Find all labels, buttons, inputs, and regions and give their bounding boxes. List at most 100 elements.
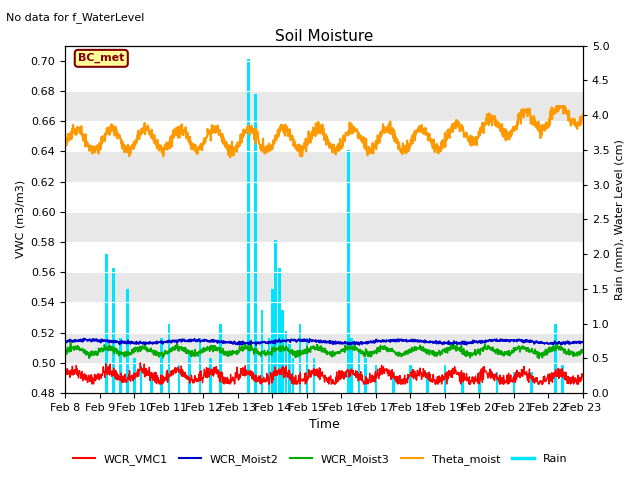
Bar	[279, 268, 281, 393]
Bar	[348, 150, 350, 393]
Bar	[120, 337, 122, 393]
Bar	[350, 337, 353, 393]
Bar	[347, 150, 349, 393]
Bar	[189, 351, 191, 393]
Bar	[392, 372, 394, 393]
Bar	[161, 337, 163, 393]
Bar	[134, 359, 136, 393]
Bar	[106, 254, 108, 393]
Bar	[178, 365, 180, 393]
Bar	[271, 289, 273, 393]
Title: Soil Moisture: Soil Moisture	[275, 29, 373, 44]
Bar	[275, 240, 276, 393]
Bar	[188, 351, 190, 393]
Bar	[530, 372, 532, 393]
Bar	[151, 372, 153, 393]
Bar	[106, 254, 108, 393]
Bar	[365, 359, 367, 393]
Bar	[65, 151, 582, 181]
Bar	[306, 337, 308, 393]
Bar	[427, 372, 429, 393]
Bar	[260, 310, 263, 393]
Bar	[127, 289, 129, 393]
Bar	[178, 365, 180, 393]
Bar	[426, 372, 428, 393]
Bar	[392, 372, 395, 393]
Bar	[444, 365, 446, 393]
Bar	[312, 359, 315, 393]
Bar	[282, 310, 284, 393]
Bar	[513, 372, 515, 393]
Bar	[113, 268, 115, 393]
Bar	[278, 268, 280, 393]
Bar	[555, 324, 557, 393]
Bar	[351, 337, 353, 393]
Bar	[375, 365, 378, 393]
Bar	[278, 268, 280, 393]
Bar	[285, 331, 287, 393]
Bar	[275, 240, 277, 393]
Bar	[248, 60, 250, 393]
Bar	[275, 240, 277, 393]
Bar	[561, 365, 564, 393]
Bar	[444, 365, 446, 393]
Text: No data for f_WaterLevel: No data for f_WaterLevel	[6, 12, 145, 23]
Bar	[410, 365, 412, 393]
Bar	[561, 365, 563, 393]
Bar	[199, 337, 201, 393]
Y-axis label: Rain (mm), Water Level (cm): Rain (mm), Water Level (cm)	[615, 139, 625, 300]
Bar	[554, 324, 556, 393]
Bar	[358, 351, 360, 393]
Text: BC_met: BC_met	[78, 53, 124, 63]
Bar	[348, 150, 349, 393]
Bar	[531, 372, 532, 393]
Legend: WCR_VMC1, WCR_Moist2, WCR_Moist3, Theta_moist, Rain: WCR_VMC1, WCR_Moist2, WCR_Moist3, Theta_…	[68, 450, 572, 469]
Bar	[289, 345, 291, 393]
Bar	[220, 324, 221, 393]
Bar	[65, 212, 582, 242]
Bar	[496, 372, 498, 393]
Bar	[348, 150, 350, 393]
Bar	[247, 60, 250, 393]
Bar	[161, 337, 163, 393]
Bar	[479, 372, 481, 393]
Bar	[133, 359, 135, 393]
Bar	[495, 372, 498, 393]
Bar	[220, 324, 222, 393]
Y-axis label: VWC (m3/m3): VWC (m3/m3)	[15, 180, 25, 258]
Bar	[254, 94, 257, 393]
Bar	[140, 365, 143, 393]
Bar	[292, 359, 294, 393]
Bar	[268, 337, 270, 393]
Bar	[126, 289, 129, 393]
Bar	[478, 372, 481, 393]
Bar	[461, 372, 463, 393]
Bar	[358, 351, 360, 393]
Bar	[271, 289, 274, 393]
Bar	[299, 324, 301, 393]
Bar	[364, 359, 367, 393]
Bar	[254, 94, 256, 393]
Bar	[65, 91, 582, 121]
Bar	[272, 289, 274, 393]
Bar	[292, 359, 294, 393]
Bar	[461, 372, 463, 393]
Bar	[255, 94, 257, 393]
Bar	[247, 60, 249, 393]
Bar	[513, 372, 515, 393]
Bar	[298, 324, 301, 393]
Bar	[375, 365, 377, 393]
Bar	[313, 359, 315, 393]
Bar	[150, 372, 152, 393]
Bar	[410, 365, 412, 393]
Bar	[168, 324, 170, 393]
Bar	[119, 337, 121, 393]
Bar	[65, 333, 582, 363]
Bar	[209, 359, 211, 393]
Bar	[285, 331, 287, 393]
Bar	[248, 60, 250, 393]
Bar	[209, 359, 212, 393]
Bar	[65, 272, 582, 302]
X-axis label: Time: Time	[308, 419, 339, 432]
Bar	[140, 365, 142, 393]
